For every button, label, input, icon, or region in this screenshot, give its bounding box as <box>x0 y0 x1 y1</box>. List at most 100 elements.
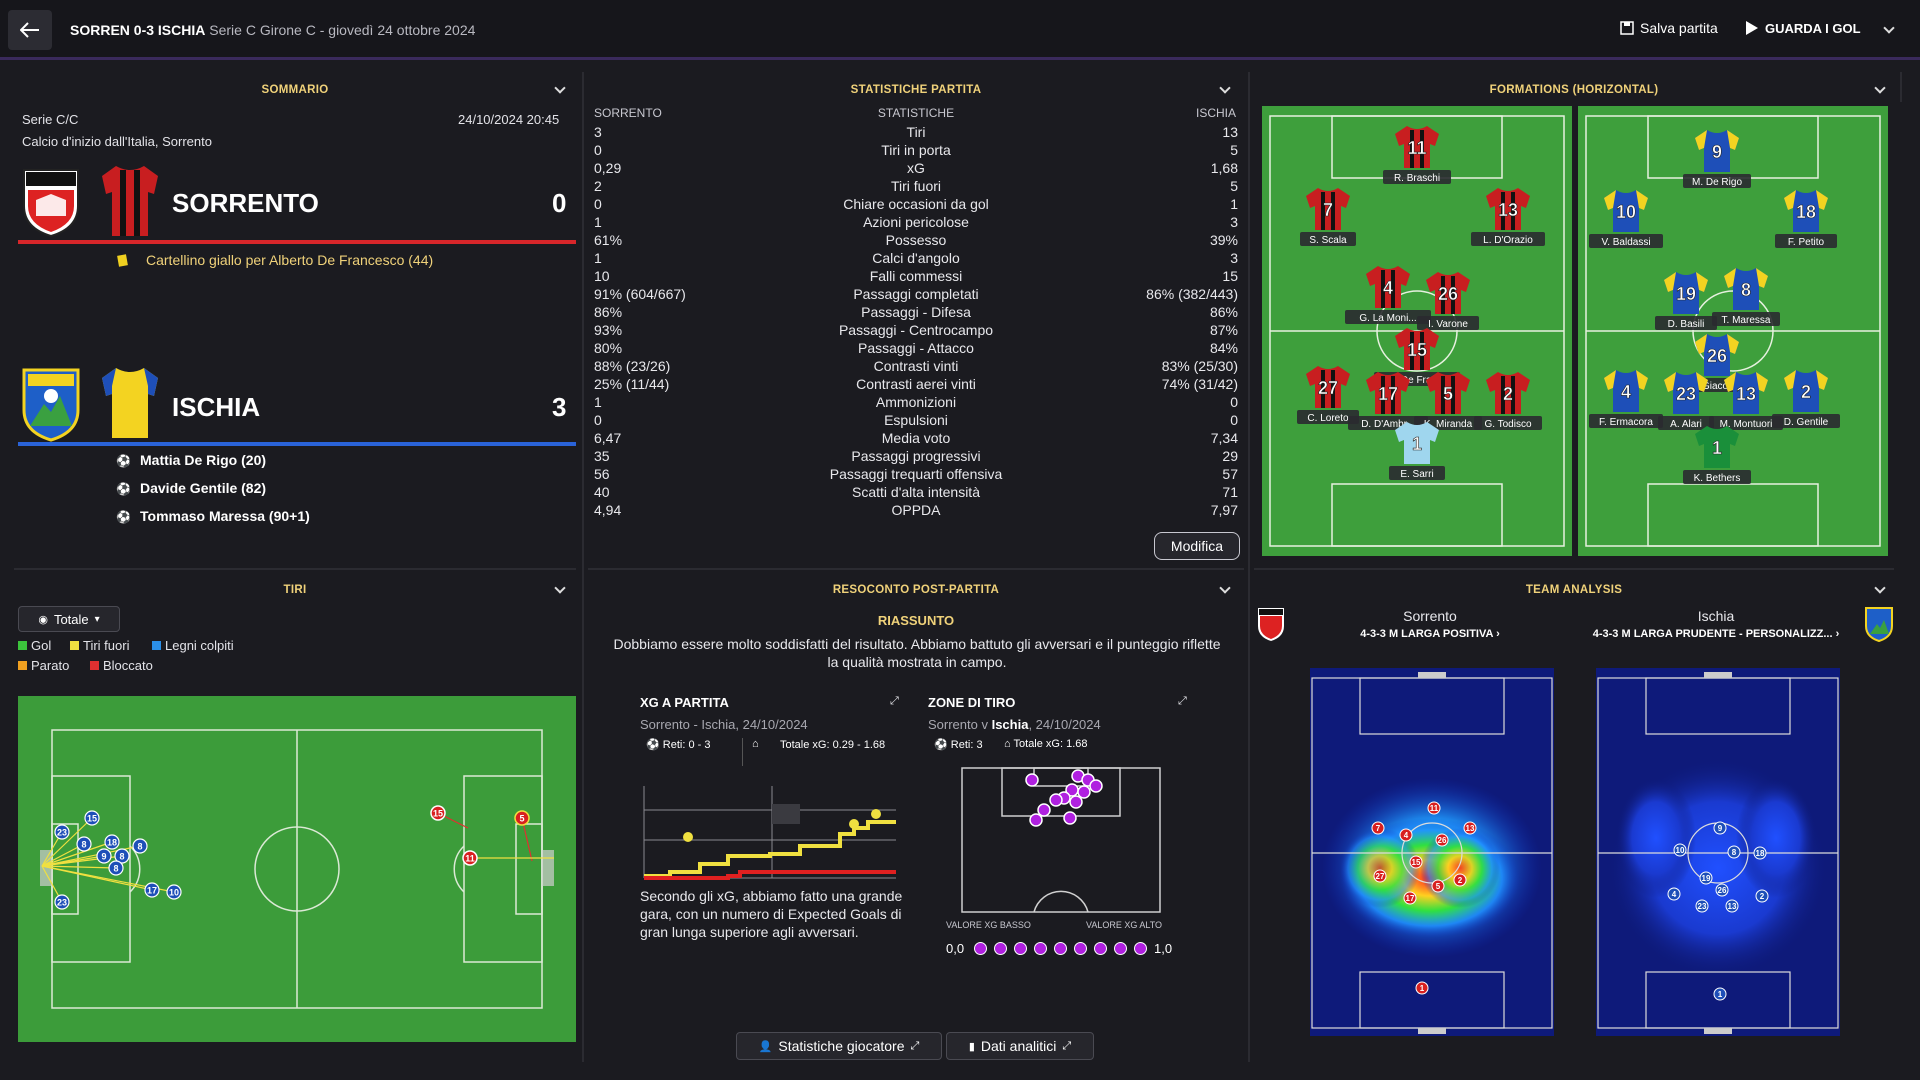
heat-number: 5 <box>1436 882 1441 891</box>
stats-col-away: ISCHIA <box>1196 106 1237 120</box>
save-icon <box>1620 21 1634 35</box>
watch-goals-button[interactable]: GUARDA I GOL <box>1745 20 1861 36</box>
shot-marker[interactable]: 15 <box>84 810 100 826</box>
xg-subtitle: Sorrento - Ischia, 24/10/2024 <box>640 717 808 732</box>
shot-marker[interactable]: 17 <box>144 882 160 898</box>
stat-away: 15 <box>1222 268 1238 284</box>
scale-marker <box>1074 942 1087 955</box>
open-external-icon[interactable]: ⤢ <box>1178 695 1187 707</box>
legend-label: Gol <box>31 638 52 653</box>
heat-number: 7 <box>1376 824 1381 833</box>
stat-home: 91% (604/667) <box>594 286 686 302</box>
player-marker[interactable]: 27 C. Loreto <box>1297 366 1359 424</box>
shot-marker[interactable]: 23 <box>54 894 70 910</box>
stat-label: Passaggi - Attacco <box>858 340 974 356</box>
player-name: D. Giacom... <box>1689 381 1745 392</box>
analysis-away-formation[interactable]: 4-3-3 M LARGA PRUDENTE - PERSONALIZZ... … <box>1592 628 1840 640</box>
report-title: RESOCONTO POST-PARTITA <box>832 584 1000 596</box>
save-match-button[interactable]: Salva partita <box>1620 20 1718 36</box>
shot-marker[interactable]: 8 <box>108 860 124 876</box>
player-number: 18 <box>1796 202 1816 222</box>
home-heatmap: 7 4 11 26 13 27 15 2 5 17 1 <box>1310 668 1554 1036</box>
player-marker[interactable]: 5 K. Miranda <box>1414 372 1482 430</box>
heat-number: 2 <box>1760 892 1765 901</box>
legend-label: Legni colpiti <box>165 638 234 653</box>
shot-marker[interactable]: 5 <box>514 810 530 826</box>
heat-marker: 1 <box>1713 987 1727 1001</box>
stat-away: 0 <box>1230 394 1238 410</box>
heat-marker: 10 <box>1673 843 1687 857</box>
shot-marker[interactable]: 8 <box>114 848 130 864</box>
player-marker[interactable]: 8 T. Maressa <box>1712 268 1780 326</box>
player-name: S. Scala <box>1309 235 1347 246</box>
ball-icon: ⚽ <box>116 482 131 496</box>
player-marker[interactable]: 1 E. Sarri <box>1389 422 1445 480</box>
heat-number: 26 <box>1438 836 1447 845</box>
legend-label: Bloccato <box>103 658 153 673</box>
player-marker[interactable]: 17 D. D'Ambr... <box>1348 372 1428 430</box>
edit-stats-button[interactable]: Modifica <box>1154 532 1240 560</box>
stat-row: 0 Espulsioni 0 <box>594 412 1238 430</box>
zones-sub-date: , 24/10/2024 <box>1028 717 1101 732</box>
back-button[interactable] <box>8 10 52 50</box>
player-number: 10 <box>1616 202 1636 222</box>
chevron-down-icon[interactable] <box>1883 22 1895 34</box>
stat-away: 13 <box>1222 124 1238 140</box>
shot-marker[interactable]: 8 <box>132 838 148 854</box>
player-marker[interactable]: 18 F. Petito <box>1775 190 1837 248</box>
player-marker[interactable]: 19 D. Basili <box>1655 272 1717 330</box>
shots-filter-dropdown[interactable]: ◉ Totale ▾ <box>18 606 120 632</box>
player-marker[interactable]: 26 I. Varone <box>1417 272 1479 330</box>
player-marker[interactable]: 2 D. Gentile <box>1772 370 1840 428</box>
eye-icon: ◉ <box>38 613 48 626</box>
shot-marker[interactable]: 10 <box>166 884 182 900</box>
divider <box>582 72 584 1062</box>
shot-marker[interactable]: 23 <box>54 824 70 840</box>
shot-zone-marker <box>1063 811 1077 825</box>
player-name: A. De Fran... <box>1389 375 1446 386</box>
shot-marker[interactable]: 18 <box>104 834 120 850</box>
heat-marker: 2 <box>1453 873 1467 887</box>
player-marker[interactable]: 1 K. Bethers <box>1683 426 1751 484</box>
player-marker[interactable]: 13 M. Montuori <box>1709 372 1783 430</box>
stat-label: Ammonizioni <box>875 394 957 410</box>
stat-home: 2 <box>594 178 602 194</box>
player-number: 17 <box>1378 384 1398 404</box>
player-stats-button[interactable]: 👤 Statistiche giocatore ⤢ <box>736 1032 942 1060</box>
top-bar: SORREN 0-3 ISCHIA Serie C Girone C - gio… <box>0 0 1920 60</box>
player-marker[interactable]: 11 R. Braschi <box>1383 126 1451 184</box>
player-number: 13 <box>1736 384 1756 404</box>
xg-timeline-chart <box>643 786 896 880</box>
stat-home: 86% <box>594 304 623 320</box>
player-marker[interactable]: 7 S. Scala <box>1300 188 1356 246</box>
player-number: 19 <box>1676 284 1696 304</box>
player-marker[interactable]: 10 V. Baldassi <box>1589 190 1663 248</box>
shot-marker[interactable]: 11 <box>462 850 478 866</box>
player-marker[interactable]: 9 M. De Rigo <box>1683 130 1751 188</box>
heat-number: 17 <box>1406 894 1415 903</box>
stat-row: 40 Scatti d'alta intensità 71 <box>594 484 1238 502</box>
shot-line <box>41 817 93 867</box>
open-external-icon[interactable]: ⤢ <box>890 695 899 707</box>
shot-marker[interactable]: 8 <box>76 836 92 852</box>
shot-zone-marker <box>1029 813 1043 827</box>
stat-label: Media voto <box>881 430 951 446</box>
heat-number: 19 <box>1702 874 1711 883</box>
stat-row: 0 Tiri in porta 5 <box>594 142 1238 160</box>
player-marker[interactable]: 2 G. Todisco <box>1474 372 1542 430</box>
shot-zone-marker <box>1069 795 1083 809</box>
player-marker[interactable]: 4 F. Ermacora <box>1589 370 1663 428</box>
player-marker[interactable]: 13 L. D'Orazio <box>1471 188 1545 246</box>
player-number: 26 <box>1707 346 1727 366</box>
stat-label: Tiri in porta <box>881 142 951 158</box>
shot-marker[interactable]: 15 <box>430 805 446 821</box>
player-marker[interactable]: 23 A. Alari <box>1658 372 1714 430</box>
heat-marker: 5 <box>1431 879 1445 893</box>
stat-away: 7,34 <box>1210 430 1238 446</box>
player-number: 4 <box>1621 382 1631 402</box>
analysis-home-formation[interactable]: 4-3-3 M LARGA POSITIVA › <box>1360 628 1500 640</box>
player-marker[interactable]: 4 G. La Moni... <box>1345 266 1431 324</box>
analytics-button[interactable]: ▮ Dati analitici ⤢ <box>946 1032 1094 1060</box>
heat-number: 13 <box>1728 902 1737 911</box>
shot-marker[interactable]: 9 <box>96 848 112 864</box>
